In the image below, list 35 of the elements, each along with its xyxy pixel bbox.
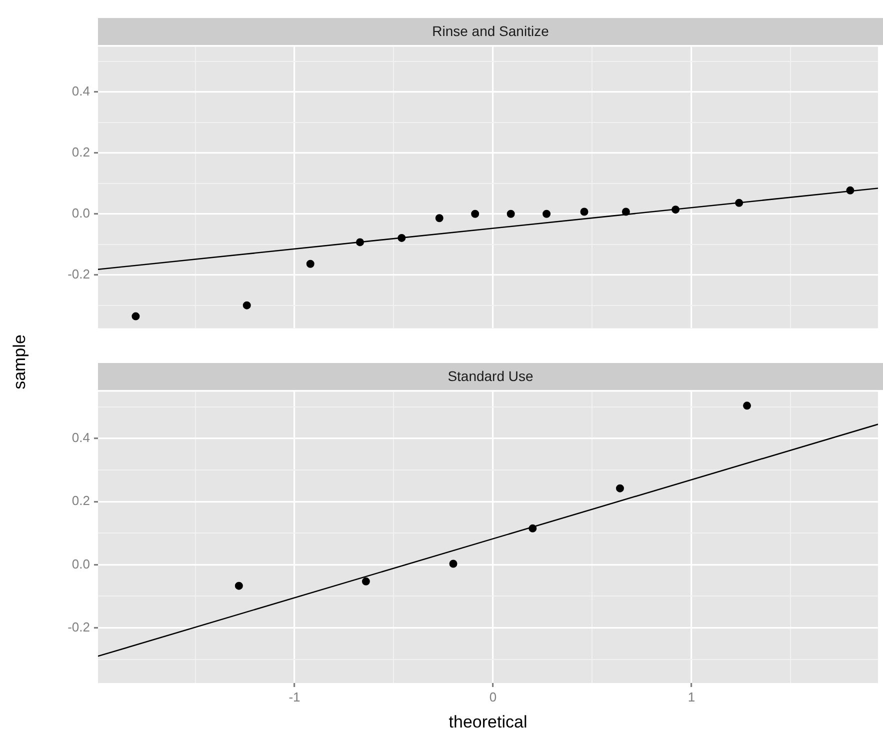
point: [528, 524, 537, 532]
point: [542, 210, 551, 218]
y-tick-label: -0.2: [68, 619, 90, 634]
point: [622, 208, 630, 216]
y-axis-title: sample: [10, 334, 30, 392]
y-tick-label: -0.2: [68, 266, 90, 282]
point: [449, 560, 458, 568]
point: [846, 186, 854, 194]
x-tick-label: 1: [688, 689, 696, 704]
point: [580, 208, 588, 216]
chart-title: Rinse and Sanitize: [98, 18, 883, 45]
point: [234, 582, 243, 590]
point: [398, 234, 406, 242]
point: [471, 210, 480, 218]
y-tick-label: 0.4: [72, 84, 90, 98]
chart-title: Standard Use: [98, 363, 883, 390]
point: [506, 210, 515, 218]
point: [242, 301, 251, 310]
point: [306, 260, 314, 268]
point: [616, 484, 624, 492]
y-tick-label: 0.0: [72, 205, 90, 220]
point: [735, 198, 744, 207]
x-tick-label: -1: [288, 689, 300, 704]
y-tick-label: 0.0: [72, 556, 90, 572]
point: [743, 402, 752, 410]
x-axis-title: theoretical: [448, 712, 528, 732]
point: [132, 312, 140, 320]
y-tick-label: 0.2: [72, 144, 90, 160]
point: [672, 206, 680, 214]
x-tick-label: 0: [489, 689, 497, 704]
point: [362, 577, 370, 586]
y-tick-label: 0.4: [72, 430, 90, 446]
point: [356, 238, 364, 246]
point: [435, 214, 444, 222]
y-tick-label: 0.2: [72, 493, 90, 508]
